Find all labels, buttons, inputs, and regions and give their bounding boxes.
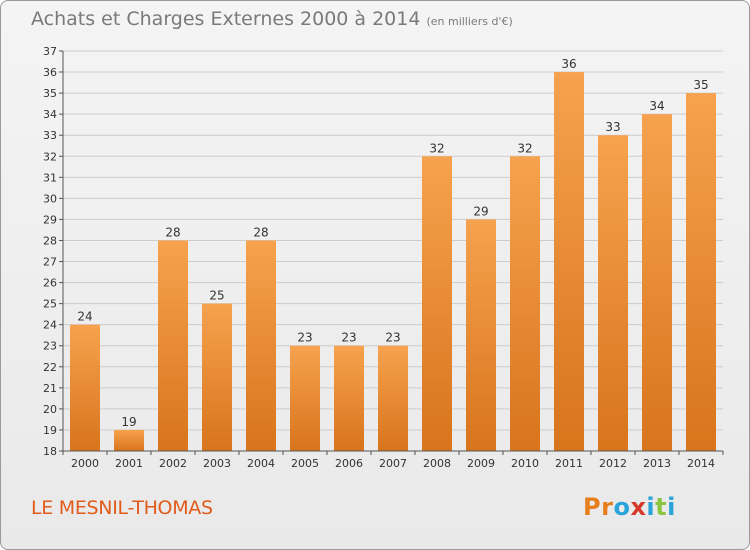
logo-letter: P xyxy=(583,493,602,521)
logo-letter: i xyxy=(646,493,656,521)
y-tick-label: 30 xyxy=(43,192,57,205)
bar xyxy=(246,240,276,451)
x-tick-label: 2009 xyxy=(467,457,495,470)
y-tick-label: 27 xyxy=(43,256,57,269)
title-row: Achats et Charges Externes 2000 à 2014 (e… xyxy=(31,8,513,30)
data-label: 33 xyxy=(605,120,620,134)
proxiti-logo: Proxiti xyxy=(583,493,676,521)
data-label: 36 xyxy=(561,57,576,71)
x-tick-label: 2003 xyxy=(203,457,231,470)
x-tick-label: 2010 xyxy=(511,457,539,470)
x-tick-label: 2012 xyxy=(599,457,627,470)
logo-letter: o xyxy=(613,493,631,521)
data-label: 32 xyxy=(517,141,532,155)
data-label: 29 xyxy=(473,204,488,218)
data-label: 32 xyxy=(429,141,444,155)
data-label: 24 xyxy=(77,310,92,324)
data-label: 25 xyxy=(209,289,224,303)
data-label: 23 xyxy=(385,331,400,345)
x-tick-label: 2006 xyxy=(335,457,363,470)
bar xyxy=(290,345,320,451)
place-name: LE MESNIL-THOMAS xyxy=(31,497,213,519)
bar xyxy=(202,303,232,451)
x-tick-label: 2000 xyxy=(71,457,99,470)
data-label: 19 xyxy=(121,415,136,429)
y-tick-label: 19 xyxy=(43,424,57,437)
bar xyxy=(114,429,144,451)
y-tick-label: 34 xyxy=(43,108,57,121)
x-tick-label: 2005 xyxy=(291,457,319,470)
bar xyxy=(334,345,364,451)
y-tick-label: 35 xyxy=(43,87,57,100)
data-label: 28 xyxy=(165,225,180,239)
x-tick-label: 2011 xyxy=(555,457,583,470)
bar xyxy=(466,219,496,451)
y-tick-label: 28 xyxy=(43,234,57,247)
y-tick-label: 25 xyxy=(43,298,57,311)
y-tick-label: 18 xyxy=(43,445,57,458)
y-tick-label: 26 xyxy=(43,277,57,290)
x-tick-label: 2007 xyxy=(379,457,407,470)
bar xyxy=(378,345,408,451)
x-tick-label: 2013 xyxy=(643,457,671,470)
bars xyxy=(70,72,716,452)
bar xyxy=(510,156,540,451)
x-tick-label: 2001 xyxy=(115,457,143,470)
y-tick-label: 20 xyxy=(43,403,57,416)
x-tick-label: 2014 xyxy=(687,457,715,470)
logo-letter: x xyxy=(630,493,647,521)
y-tick-label: 22 xyxy=(43,361,57,374)
y-tick-label: 33 xyxy=(43,129,57,142)
y-tick-label: 23 xyxy=(43,340,57,353)
axes xyxy=(59,50,724,455)
y-tick-label: 21 xyxy=(43,382,57,395)
y-tick-label: 31 xyxy=(43,171,57,184)
chart-subtitle: (en milliers d'€) xyxy=(426,15,513,28)
bar xyxy=(422,156,452,451)
data-label: 34 xyxy=(649,99,664,113)
y-tick-label: 29 xyxy=(43,213,57,226)
data-label: 23 xyxy=(341,331,356,345)
x-tick-label: 2002 xyxy=(159,457,187,470)
bar xyxy=(70,324,100,451)
y-tick-label: 32 xyxy=(43,150,57,163)
x-tick-labels: 2000 2001 2002 2003 2004 2005 2006 2007 2008 2009… xyxy=(71,457,715,470)
data-labels: 24 19 28 25 28 23 23 23 32 29 32 36 33 34 35 xyxy=(77,57,708,429)
data-label: 23 xyxy=(297,331,312,345)
y-tick-label: 36 xyxy=(43,66,57,79)
data-label: 28 xyxy=(253,225,268,239)
y-tick-label: 24 xyxy=(43,319,57,332)
logo-letter: r xyxy=(601,493,614,521)
y-tick-label: 37 xyxy=(43,45,57,58)
bar xyxy=(686,93,716,452)
data-label: 35 xyxy=(693,78,708,92)
y-tick-labels: 18 19 20 21 22 23 24 25 26 27 28 29 30 31 32 33 34 35 36 37 xyxy=(43,45,57,458)
chart-title: Achats et Charges Externes 2000 à 2014 xyxy=(31,8,421,30)
bar xyxy=(158,240,188,451)
logo-letter: t xyxy=(655,493,668,521)
bar xyxy=(598,135,628,452)
bar xyxy=(642,114,672,451)
x-tick-label: 2008 xyxy=(423,457,451,470)
x-tick-label: 2004 xyxy=(247,457,275,470)
logo-letter: i xyxy=(667,493,676,521)
bar xyxy=(554,72,584,451)
